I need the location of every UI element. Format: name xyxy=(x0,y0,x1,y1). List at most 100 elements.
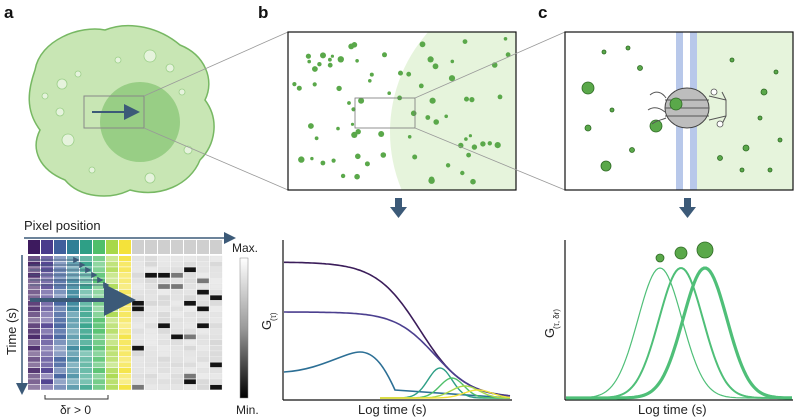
kymograph-cell xyxy=(131,367,145,374)
molecule-dot xyxy=(354,173,360,180)
kymograph-cell xyxy=(183,255,197,262)
molecule-dot xyxy=(314,136,319,141)
kymograph-cell xyxy=(93,284,105,289)
kymograph-cell xyxy=(131,255,145,262)
molecule-dot xyxy=(407,135,412,139)
kymograph-cell xyxy=(196,328,210,334)
kymograph-cell xyxy=(67,284,79,289)
kymograph-cell xyxy=(28,306,40,312)
kymograph-cell xyxy=(106,368,118,373)
down-arrow-b xyxy=(390,198,407,218)
molecule-dot xyxy=(739,167,745,173)
kymograph-cell xyxy=(183,283,197,290)
kymograph-cell xyxy=(131,328,145,334)
molecule-size-small xyxy=(655,253,665,263)
kymograph-cell xyxy=(93,261,105,267)
kymograph-cell xyxy=(209,300,223,306)
kymograph-cell xyxy=(157,323,171,329)
molecule-dot xyxy=(464,96,469,102)
molecule-dot xyxy=(310,156,314,161)
kymograph-cell xyxy=(157,334,171,340)
kymograph-cell xyxy=(80,373,92,379)
kymograph-cell xyxy=(54,317,66,323)
kymograph-cell xyxy=(93,317,105,323)
molecule-dot xyxy=(462,39,468,44)
kymograph-cell xyxy=(131,289,145,295)
molecule-dot xyxy=(757,115,763,121)
molecule-dot xyxy=(767,167,773,173)
curve-series-3 xyxy=(283,351,511,399)
molecule-dot xyxy=(369,72,374,77)
kymograph-cell xyxy=(131,351,145,357)
kymograph-cell xyxy=(119,368,131,373)
kymograph-cell xyxy=(196,295,210,301)
kymograph-cell xyxy=(80,351,92,357)
kymograph-cell xyxy=(41,295,53,301)
kymograph-cell xyxy=(144,362,158,368)
kymograph-cell xyxy=(183,373,197,379)
kymograph-cell xyxy=(131,334,145,340)
kymograph-cell xyxy=(54,261,66,267)
kymograph-cell xyxy=(106,261,118,267)
molecule-dot xyxy=(471,144,478,150)
molecule-dot xyxy=(320,160,326,166)
kymograph-cell xyxy=(119,362,131,368)
molecule-dot xyxy=(364,161,370,167)
molecule-dot xyxy=(487,141,492,146)
molecule-dot xyxy=(760,88,768,96)
kymograph-cell xyxy=(144,351,158,357)
kymograph-cell xyxy=(196,384,210,390)
cell-nucleus xyxy=(100,82,180,162)
kymograph-cell xyxy=(93,368,105,373)
kymograph-cell xyxy=(28,289,40,295)
kymograph-cell xyxy=(209,295,223,301)
kymograph-cell xyxy=(196,351,210,357)
kymograph-header-cell xyxy=(67,240,79,254)
kymograph-cell xyxy=(54,323,66,329)
kymograph-cell xyxy=(93,312,105,317)
kymograph-cell xyxy=(80,295,92,301)
molecule-dot xyxy=(464,137,468,141)
kymograph-cell xyxy=(131,272,145,278)
molecule-dot xyxy=(368,79,372,83)
kymograph-cell xyxy=(67,278,79,284)
kymograph-cell xyxy=(67,300,79,306)
kymograph-cell xyxy=(67,362,79,368)
kymograph-cell xyxy=(54,306,66,312)
molecule-dot xyxy=(425,115,431,120)
kymograph-cell xyxy=(183,306,197,312)
kymograph-cell xyxy=(183,384,197,390)
kymograph-cell xyxy=(209,339,223,346)
kymograph-cell xyxy=(144,339,158,346)
molecule-dot xyxy=(458,142,464,149)
kymograph-cell xyxy=(157,283,171,290)
kymograph-cell xyxy=(196,339,210,346)
kymograph-cell xyxy=(144,283,158,290)
curve-large-molecule xyxy=(566,266,792,400)
kymograph-cell xyxy=(170,323,184,329)
kymograph-cell xyxy=(106,373,118,379)
kymograph-cell xyxy=(170,367,184,374)
nuclear-pore-complex xyxy=(647,87,727,129)
kymograph-cell xyxy=(170,272,184,278)
kymograph-cell xyxy=(144,295,158,301)
kymograph-cell xyxy=(28,278,40,284)
kymograph-cell xyxy=(93,300,105,306)
molecule-dot xyxy=(350,122,355,126)
molecule-dot xyxy=(503,37,508,41)
kymograph-cell xyxy=(80,300,92,306)
kymograph-cell xyxy=(119,323,131,329)
kymograph-cell xyxy=(196,306,210,312)
kymograph-cell xyxy=(106,317,118,323)
molecule-dot xyxy=(584,124,592,132)
kymograph-cell xyxy=(209,272,223,278)
kymograph-header-cell xyxy=(106,240,118,254)
kymograph-cell xyxy=(157,295,171,301)
molecule-dot xyxy=(717,155,723,161)
curve-series-5 xyxy=(380,377,510,399)
kymograph-cell xyxy=(119,272,131,278)
kymograph-cell xyxy=(144,367,158,374)
kymograph-cell xyxy=(67,345,79,351)
kymograph-cell xyxy=(41,312,53,317)
kymograph-cell xyxy=(67,379,79,385)
